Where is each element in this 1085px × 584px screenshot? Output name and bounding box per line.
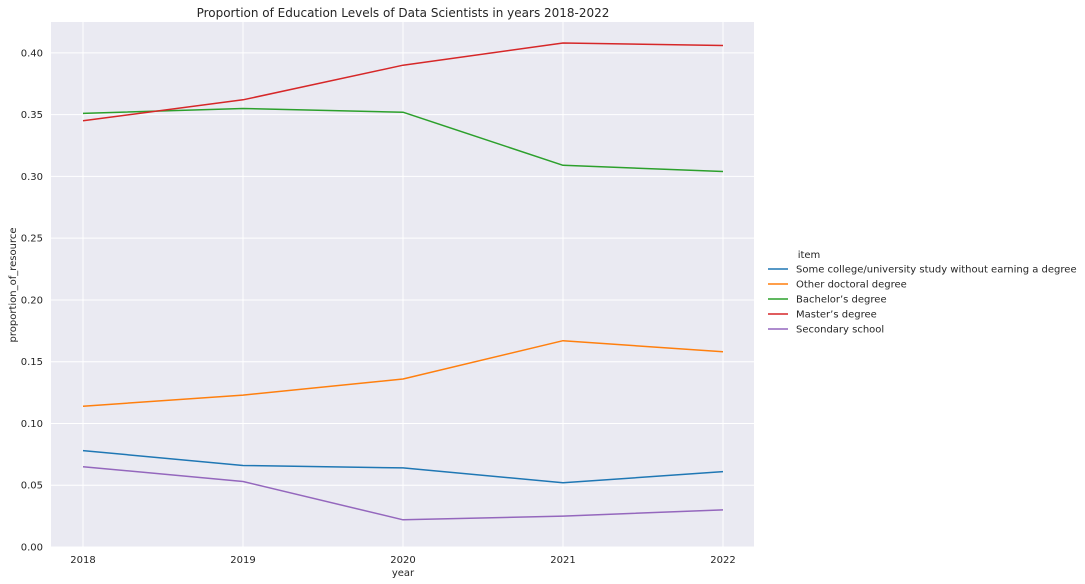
x-axis-label: year: [392, 568, 415, 579]
legend-label: Some college/university study without ea…: [796, 265, 1077, 276]
series-line: [82, 465, 724, 521]
x-tick-labels: 2018 2019 2020 2021 2022: [70, 555, 735, 566]
y-tick-label: 0.00: [21, 543, 43, 554]
y-tick-label: 0.35: [21, 110, 43, 121]
series-line: [82, 449, 724, 484]
legend-label: Other doctoral degree: [796, 280, 907, 291]
legend-label: Secondary school: [796, 325, 884, 336]
y-tick-label: 0.40: [21, 48, 43, 59]
chart-title: Proportion of Education Levels of Data S…: [197, 6, 610, 20]
x-tick-label: 2021: [550, 555, 575, 566]
legend: item Some college/university study witho…: [768, 250, 1077, 336]
legend-label: Master’s degree: [796, 310, 877, 321]
grid: [51, 22, 754, 548]
series-lines: [82, 42, 724, 521]
y-tick-label: 0.15: [21, 357, 43, 368]
x-tick-label: 2018: [70, 555, 95, 566]
y-tick-label: 0.20: [21, 295, 43, 306]
series-line: [82, 42, 724, 122]
y-tick-labels: 0.00 0.05 0.10 0.15 0.20 0.25 0.30 0.35 0.40: [21, 48, 43, 553]
x-tick-label: 2019: [230, 555, 255, 566]
legend-label: Bachelor’s degree: [796, 295, 887, 306]
x-tick-label: 2020: [390, 555, 415, 566]
y-tick-label: 0.25: [21, 234, 43, 245]
x-tick-label: 2022: [710, 555, 735, 566]
series-line: [82, 107, 724, 173]
y-tick-label: 0.05: [21, 481, 43, 492]
y-tick-label: 0.30: [21, 172, 43, 183]
y-axis-label: proportion_of_resource: [8, 228, 19, 343]
y-tick-label: 0.10: [21, 419, 43, 430]
series-line: [82, 339, 724, 407]
legend-title: item: [798, 250, 821, 261]
